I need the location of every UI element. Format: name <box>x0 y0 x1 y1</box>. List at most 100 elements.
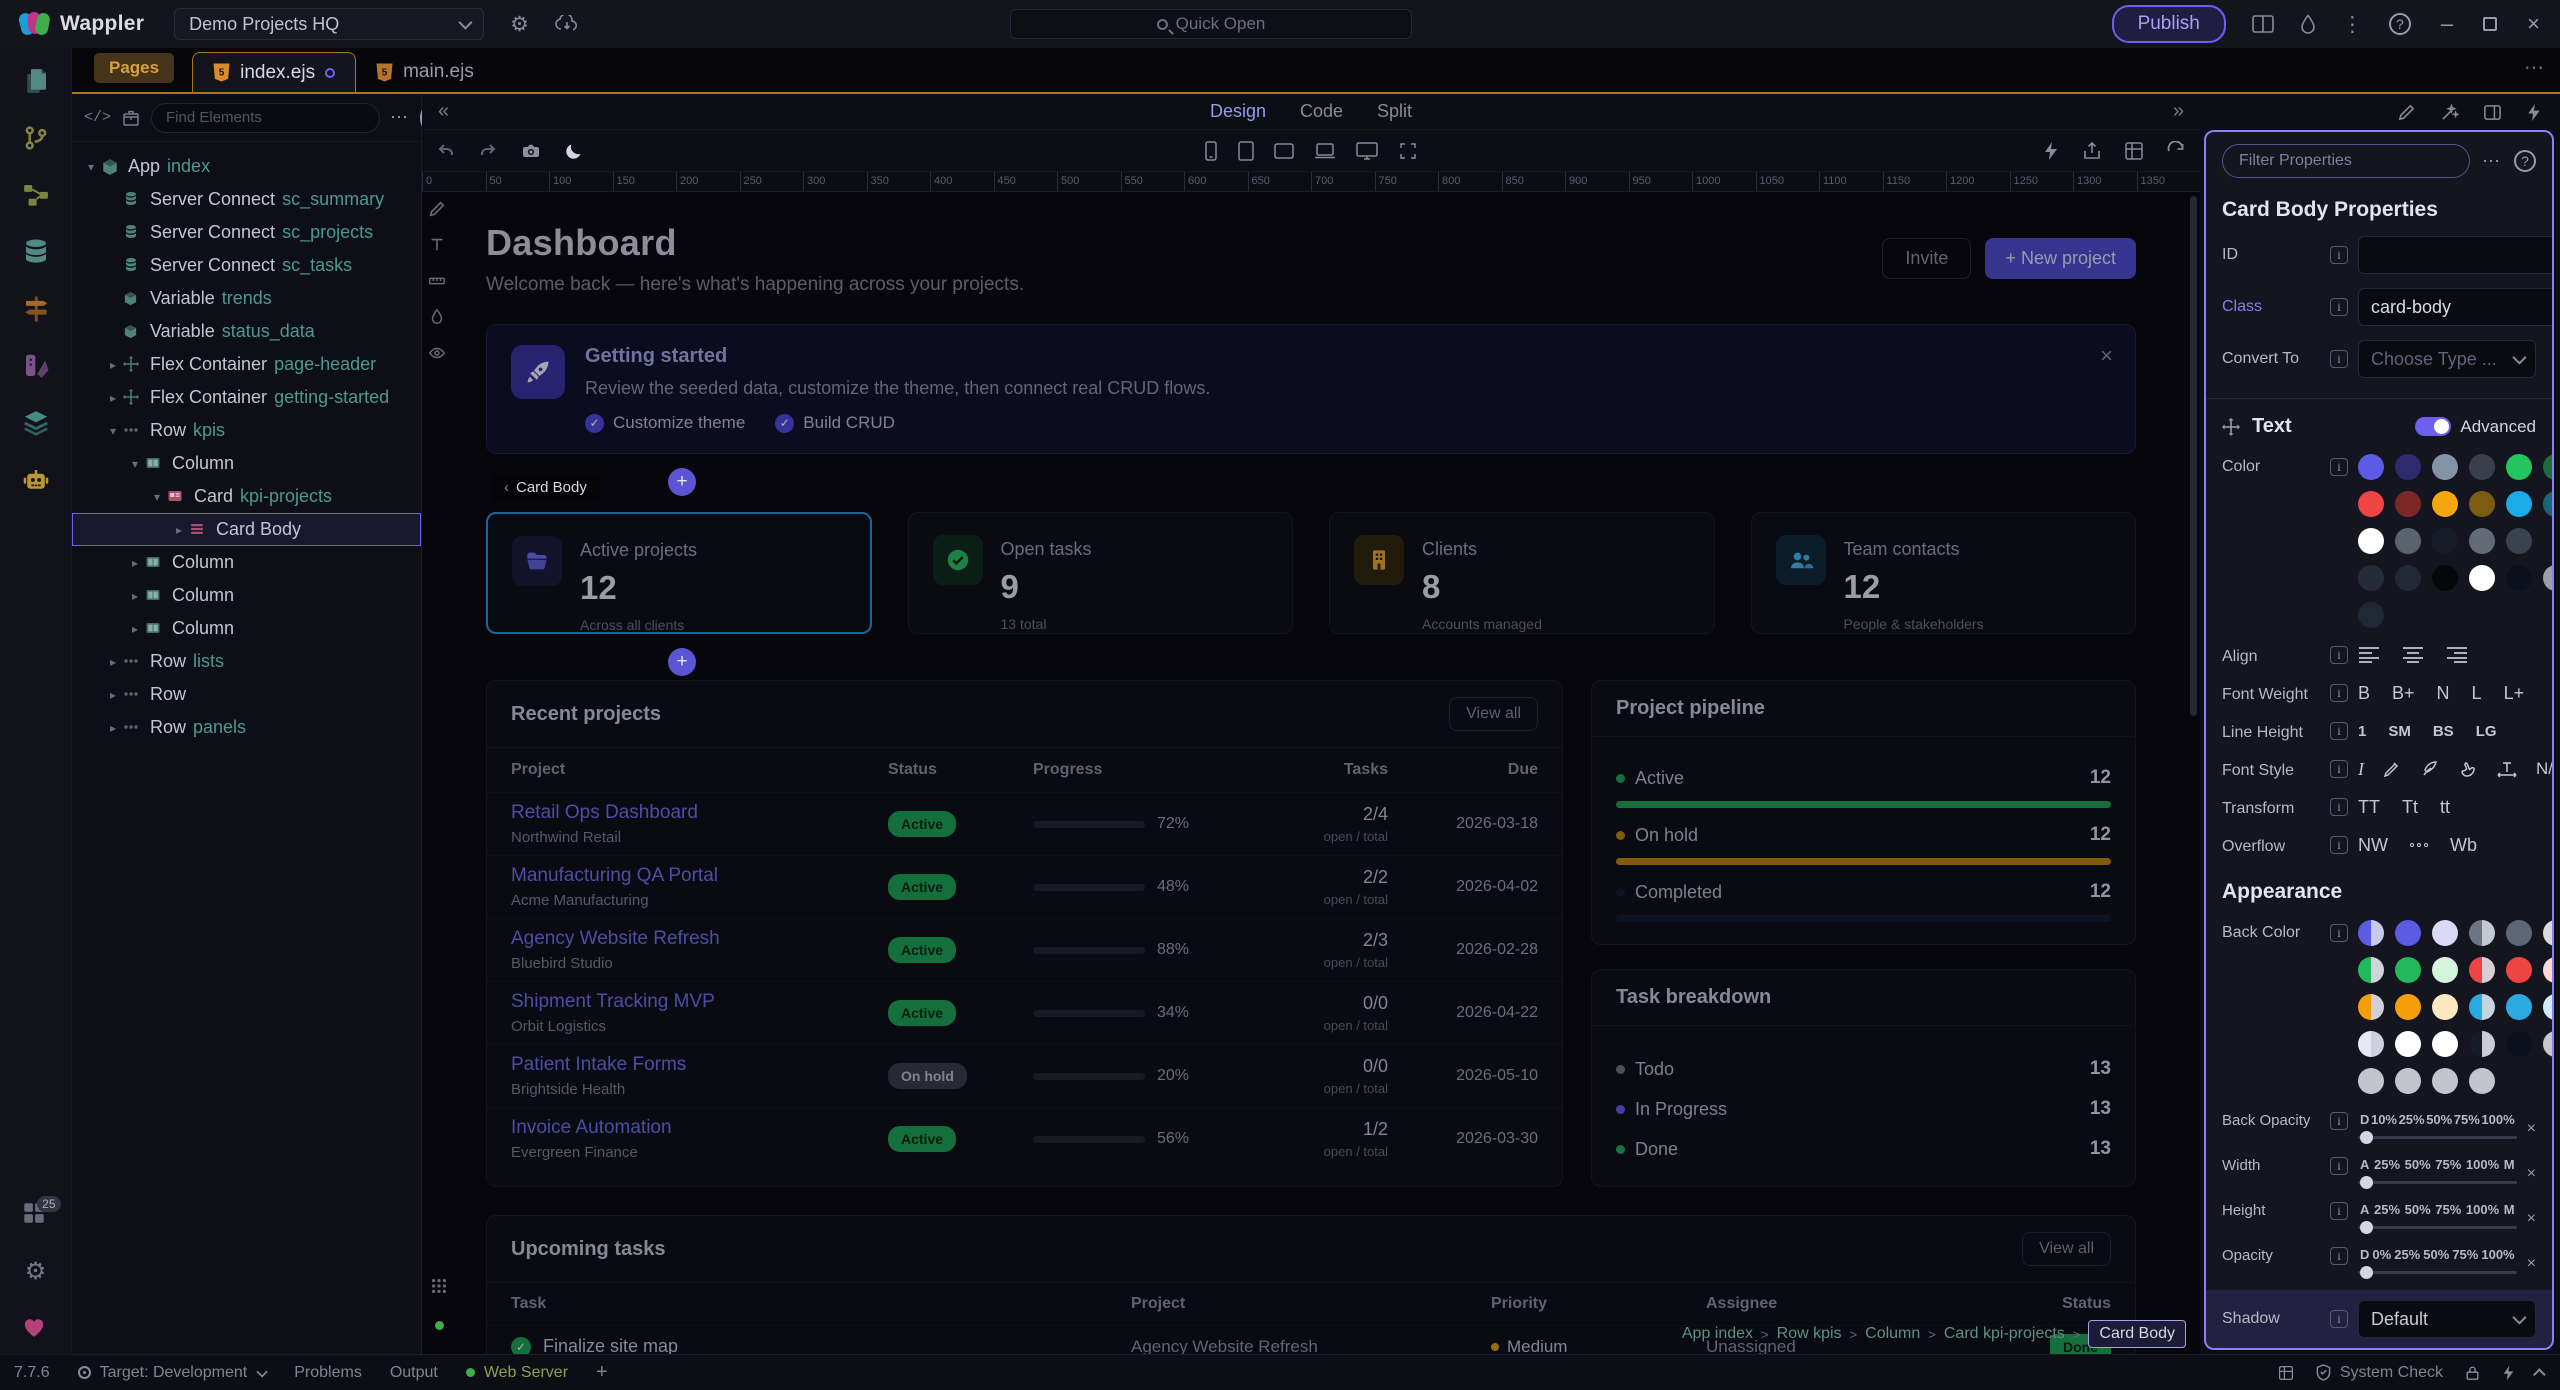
back-color-swatch[interactable] <box>2543 957 2552 983</box>
color-swatch[interactable] <box>2469 528 2495 554</box>
tree-item[interactable]: ▾Column <box>72 447 421 480</box>
back-color-swatch[interactable] <box>2358 994 2384 1020</box>
database-icon[interactable] <box>21 237 51 267</box>
scale-option[interactable]: 100% <box>2466 1202 2499 1217</box>
chevron-down-icon[interactable]: ▾ <box>147 490 167 504</box>
device-desktop-icon[interactable] <box>1356 141 1378 161</box>
mode-design[interactable]: Design <box>1210 101 1266 122</box>
share-nodes-icon[interactable] <box>21 180 51 210</box>
invite-button[interactable]: Invite <box>1882 238 1971 279</box>
move-icon[interactable] <box>2222 418 2240 436</box>
chevron-right-icon[interactable]: ▸ <box>125 556 145 570</box>
align-left-icon[interactable] <box>2358 646 2380 664</box>
info-icon[interactable]: i <box>2330 1112 2348 1130</box>
back-color-swatch[interactable] <box>2543 994 2552 1020</box>
mode-code[interactable]: Code <box>1300 101 1343 122</box>
project-link[interactable]: Shipment Tracking MVP <box>511 991 888 1013</box>
color-swatch[interactable] <box>2358 454 2384 480</box>
tree-item[interactable]: ▸Column <box>72 579 421 612</box>
grid-view-icon[interactable] <box>2124 141 2144 161</box>
transform-option[interactable]: tt <box>2440 797 2450 818</box>
scale-option[interactable]: 50% <box>2423 1247 2449 1262</box>
fit-screen-icon[interactable] <box>1398 141 1418 161</box>
banner-close-icon[interactable]: × <box>2100 343 2113 369</box>
back-color-swatch[interactable] <box>2432 957 2458 983</box>
insert-after-button[interactable]: + <box>668 648 696 676</box>
tree-item[interactable]: Variabletrends <box>72 282 421 315</box>
scale-option[interactable]: 75% <box>2452 1247 2478 1262</box>
kpi-card[interactable]: Team contacts12People & stakeholders <box>1751 512 2137 634</box>
color-swatch[interactable] <box>2543 565 2552 591</box>
clear-button[interactable]: × <box>2527 1112 2536 1138</box>
props-bolt-icon[interactable] <box>2526 103 2542 122</box>
code-view-icon[interactable]: </> <box>84 109 111 126</box>
font-style-na[interactable]: N/A <box>2536 759 2552 779</box>
back-color-swatch[interactable] <box>2432 1031 2458 1057</box>
id-input[interactable] <box>2358 236 2552 274</box>
color-swatch[interactable] <box>2506 454 2532 480</box>
tab-index-ejs[interactable]: 5 index.ejs <box>192 52 356 92</box>
color-swatch[interactable] <box>2432 528 2458 554</box>
info-icon[interactable]: i <box>2330 350 2348 368</box>
line-height-option[interactable]: BS <box>2433 723 2454 740</box>
overflow-ellipsis-option[interactable] <box>2410 843 2428 847</box>
info-icon[interactable]: i <box>2330 760 2348 778</box>
scale-option[interactable]: 100% <box>2466 1157 2499 1172</box>
refresh-icon[interactable] <box>2166 141 2186 161</box>
color-swatch[interactable] <box>2358 602 2384 628</box>
info-icon[interactable]: i <box>2330 1157 2348 1175</box>
problems-tab[interactable]: Problems <box>294 1364 362 1382</box>
edit-pencil-icon[interactable] <box>428 200 446 218</box>
back-color-swatch[interactable] <box>2395 1031 2421 1057</box>
kpi-card[interactable]: Clients8Accounts managed <box>1329 512 1715 634</box>
slider-knob[interactable] <box>2360 1266 2373 1279</box>
color-swatch[interactable] <box>2432 454 2458 480</box>
back-color-swatch[interactable] <box>2395 920 2421 946</box>
dark-mode-moon-icon[interactable] <box>564 141 584 161</box>
community-heart-icon[interactable] <box>21 1314 51 1344</box>
app-connect-bolt-icon[interactable] <box>2042 141 2060 161</box>
back-color-swatch[interactable] <box>2469 957 2495 983</box>
screenshot-camera-icon[interactable] <box>520 141 542 161</box>
scale-option[interactable]: 50% <box>2405 1157 2431 1172</box>
clear-button[interactable]: × <box>2527 1157 2536 1183</box>
signpost-icon[interactable] <box>21 294 51 324</box>
class-input[interactable] <box>2358 288 2552 326</box>
color-swatch[interactable] <box>2506 491 2532 517</box>
back-color-swatch[interactable] <box>2469 1031 2495 1057</box>
back-color-swatch[interactable] <box>2432 920 2458 946</box>
device-tablet-portrait-icon[interactable] <box>1238 141 1254 161</box>
slider-track[interactable] <box>2358 1271 2517 1274</box>
color-swatch[interactable] <box>2395 528 2421 554</box>
add-panel-button[interactable]: + <box>596 1361 608 1384</box>
line-height-option[interactable]: 1 <box>2358 723 2366 740</box>
view-all-button[interactable]: View all <box>1449 697 1538 731</box>
color-swatch[interactable] <box>2543 454 2552 480</box>
chevron-down-icon[interactable]: ▾ <box>81 160 101 174</box>
scale-option[interactable]: 50% <box>2405 1202 2431 1217</box>
restore-button[interactable] <box>2483 17 2497 31</box>
props-layout-columns-icon[interactable] <box>2483 103 2502 122</box>
breadcrumb-link[interactable]: App index <box>1682 1325 1753 1343</box>
pages-chip[interactable]: Pages <box>94 53 174 83</box>
extensions-icon[interactable]: 25 <box>21 1200 51 1230</box>
back-color-swatch[interactable] <box>2395 1068 2421 1094</box>
system-check-button[interactable]: System Check <box>2316 1364 2443 1382</box>
tree-item[interactable]: ▸Row <box>72 678 421 711</box>
props-edit-pencil-icon[interactable] <box>2397 103 2416 122</box>
hand-icon[interactable] <box>2458 759 2478 779</box>
color-swatch[interactable] <box>2432 491 2458 517</box>
info-icon[interactable]: i <box>2330 722 2348 740</box>
chevron-right-icon[interactable]: ▸ <box>103 391 123 405</box>
chevron-right-icon[interactable]: ▸ <box>103 721 123 735</box>
font-weight-option[interactable]: N <box>2437 683 2450 704</box>
scale-option[interactable]: 100% <box>2481 1112 2514 1127</box>
scale-option[interactable]: 25% <box>2394 1247 2420 1262</box>
color-swatch[interactable] <box>2469 491 2495 517</box>
tree-options-icon[interactable]: ⋯ <box>390 107 410 128</box>
tree-item[interactable]: ▸Column <box>72 612 421 645</box>
italic-icon[interactable]: I <box>2358 759 2364 780</box>
settings-icon[interactable]: ⚙ <box>21 1257 51 1287</box>
scale-option[interactable]: 0% <box>2372 1247 2391 1262</box>
find-elements-input[interactable] <box>151 103 380 133</box>
